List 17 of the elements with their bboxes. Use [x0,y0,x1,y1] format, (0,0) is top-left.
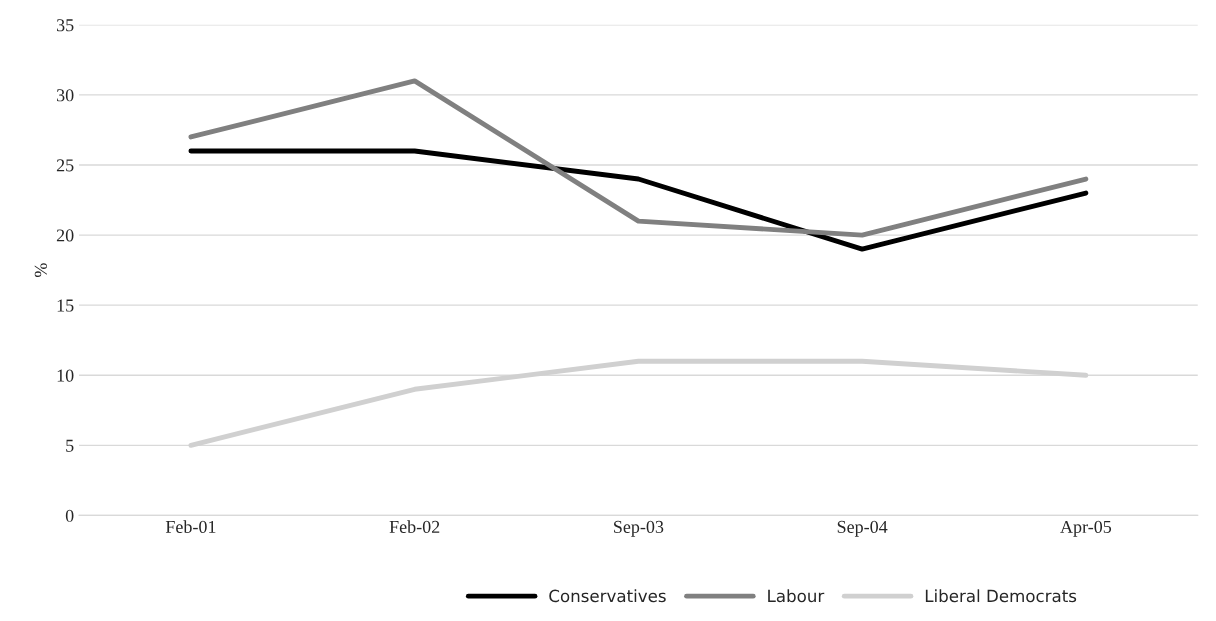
y-tick-label: 15 [57,299,74,312]
x-tick-label: Sep-04 [837,520,888,537]
x-tick-label: Apr-05 [1060,520,1112,537]
y-axis-title: % [34,263,47,278]
x-tick-label: Feb-02 [389,520,440,533]
legend-label: Conservatives [549,589,666,603]
y-tick-label: 25 [56,159,74,172]
x-tick-label: Feb-01 [165,520,216,533]
legend-label: Liberal Democrats [925,589,1077,603]
x-tick-label: Sep-03 [614,520,664,537]
y-tick-label: 0 [65,509,74,522]
legend-label: Labour [768,589,825,603]
y-tick-label: 35 [56,19,74,32]
y-tick-label: 10 [57,369,74,382]
y-tick-label: 20 [56,229,74,242]
y-tick-label: 30 [56,89,74,102]
y-tick-label: 5 [66,439,74,452]
